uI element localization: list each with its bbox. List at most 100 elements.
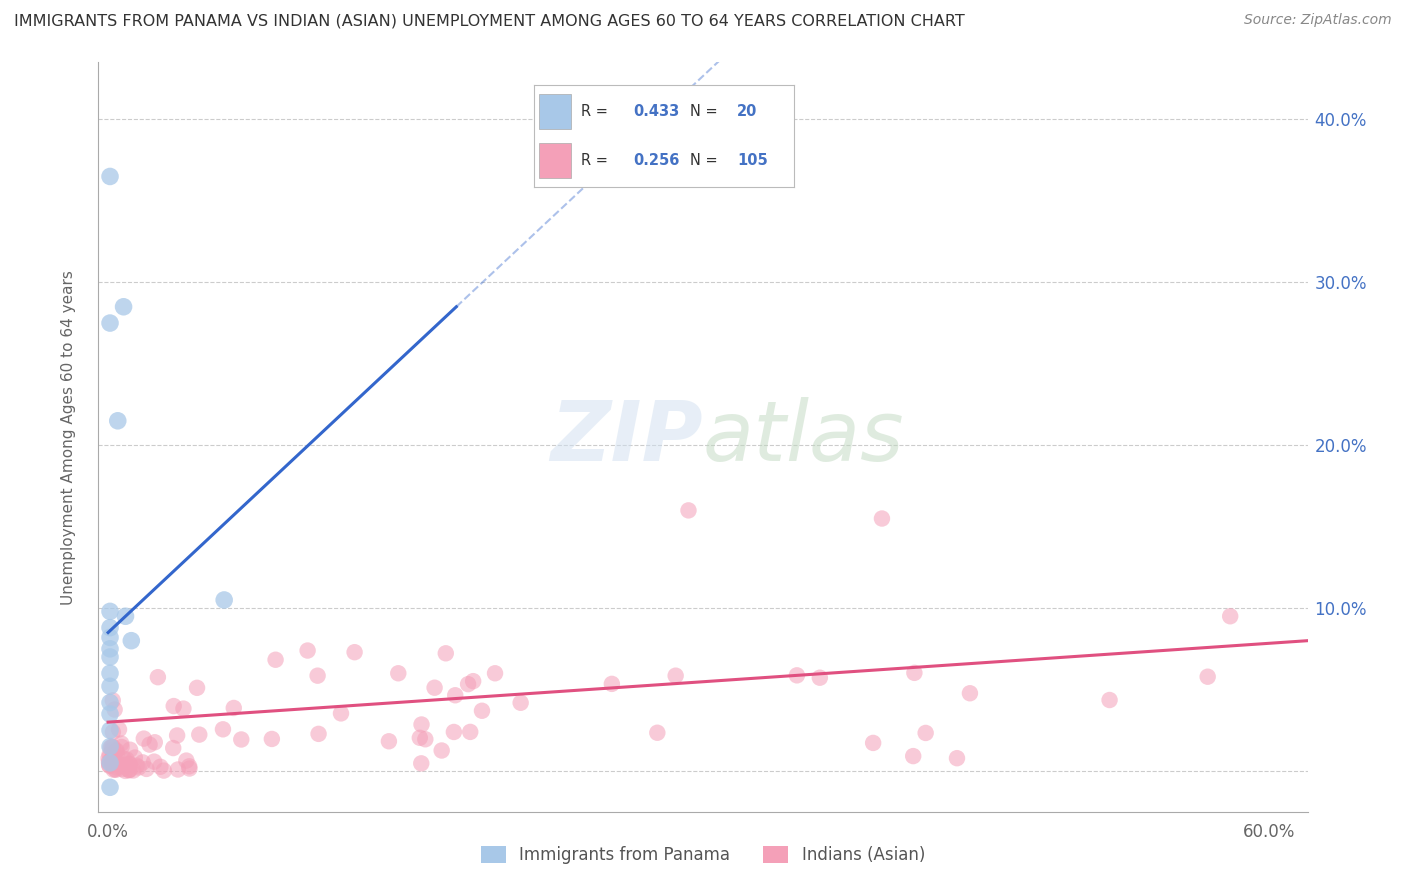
Point <box>914 726 936 740</box>
Point <box>98 759 121 773</box>
Point <box>808 671 831 685</box>
Point <box>104 762 127 776</box>
Point <box>378 734 401 748</box>
Point <box>163 699 186 714</box>
Point <box>297 643 319 657</box>
Point <box>101 756 124 770</box>
Point <box>343 645 366 659</box>
Point <box>98 679 121 693</box>
Point <box>149 760 172 774</box>
Point <box>307 668 329 682</box>
Point <box>118 764 141 778</box>
Point <box>118 757 141 772</box>
Text: R =: R = <box>581 103 613 119</box>
Point <box>600 677 623 691</box>
Point <box>176 754 198 768</box>
Point <box>138 738 160 752</box>
Point <box>411 756 433 771</box>
Point <box>101 757 124 772</box>
Text: IMMIGRANTS FROM PANAMA VS INDIAN (ASIAN) UNEMPLOYMENT AMONG AGES 60 TO 64 YEARS : IMMIGRANTS FROM PANAMA VS INDIAN (ASIAN)… <box>14 13 965 29</box>
Point <box>1197 670 1219 684</box>
Point <box>212 593 235 607</box>
Point <box>870 511 893 525</box>
Point <box>132 756 155 770</box>
Point <box>186 681 208 695</box>
Point <box>471 704 494 718</box>
Point <box>143 735 166 749</box>
Point <box>107 414 129 428</box>
Point <box>100 753 122 767</box>
Text: 0.256: 0.256 <box>633 153 679 169</box>
Point <box>100 740 122 755</box>
Point <box>387 666 409 681</box>
Point <box>132 731 155 746</box>
Point <box>105 760 128 774</box>
Point <box>231 732 253 747</box>
Text: 20: 20 <box>737 103 758 119</box>
Point <box>903 749 925 764</box>
Point <box>98 621 121 635</box>
Point <box>903 665 925 680</box>
Point <box>308 727 330 741</box>
Bar <box>540 94 571 128</box>
Point <box>115 752 138 766</box>
Point <box>122 764 145 778</box>
Point <box>647 725 669 739</box>
Point <box>105 744 128 758</box>
Point <box>162 741 184 756</box>
Point <box>114 757 136 772</box>
Point <box>112 300 135 314</box>
Point <box>413 732 436 747</box>
Bar <box>540 144 571 178</box>
Point <box>260 731 283 746</box>
Point <box>104 702 127 716</box>
Point <box>98 641 121 656</box>
Point <box>484 666 506 681</box>
Point <box>222 701 245 715</box>
Point <box>409 731 432 745</box>
Text: atlas: atlas <box>703 397 904 477</box>
Point <box>98 780 121 795</box>
Point <box>98 604 121 618</box>
Point <box>786 668 808 682</box>
Legend: Immigrants from Panama, Indians (Asian): Immigrants from Panama, Indians (Asian) <box>474 839 932 871</box>
Point <box>105 744 128 758</box>
Point <box>179 762 201 776</box>
Point <box>423 681 446 695</box>
Y-axis label: Unemployment Among Ages 60 to 64 years: Unemployment Among Ages 60 to 64 years <box>62 269 76 605</box>
Point <box>118 763 141 777</box>
Point <box>118 756 141 771</box>
Text: N =: N = <box>690 153 723 169</box>
Text: 0.433: 0.433 <box>633 103 679 119</box>
Point <box>959 686 981 700</box>
Point <box>118 763 141 777</box>
Point <box>98 739 121 754</box>
Point <box>678 503 700 517</box>
Point <box>457 677 479 691</box>
Point <box>101 693 124 707</box>
Point <box>665 668 688 682</box>
Point <box>97 751 120 765</box>
Point <box>98 631 121 645</box>
Text: 105: 105 <box>737 153 768 169</box>
Point <box>125 758 148 772</box>
Point <box>98 758 121 772</box>
Point <box>458 725 481 739</box>
Point <box>98 169 121 184</box>
Point <box>124 750 146 764</box>
Point <box>135 762 157 776</box>
Point <box>443 725 465 739</box>
Point <box>98 666 121 681</box>
Text: N =: N = <box>690 103 723 119</box>
Point <box>108 723 131 737</box>
Point <box>179 759 201 773</box>
Point <box>411 717 433 731</box>
Point <box>98 696 121 710</box>
Point <box>114 764 136 778</box>
Point <box>188 728 211 742</box>
Point <box>444 688 467 702</box>
Point <box>105 763 128 777</box>
Point <box>430 743 453 757</box>
Point <box>120 633 142 648</box>
Point <box>463 674 485 689</box>
